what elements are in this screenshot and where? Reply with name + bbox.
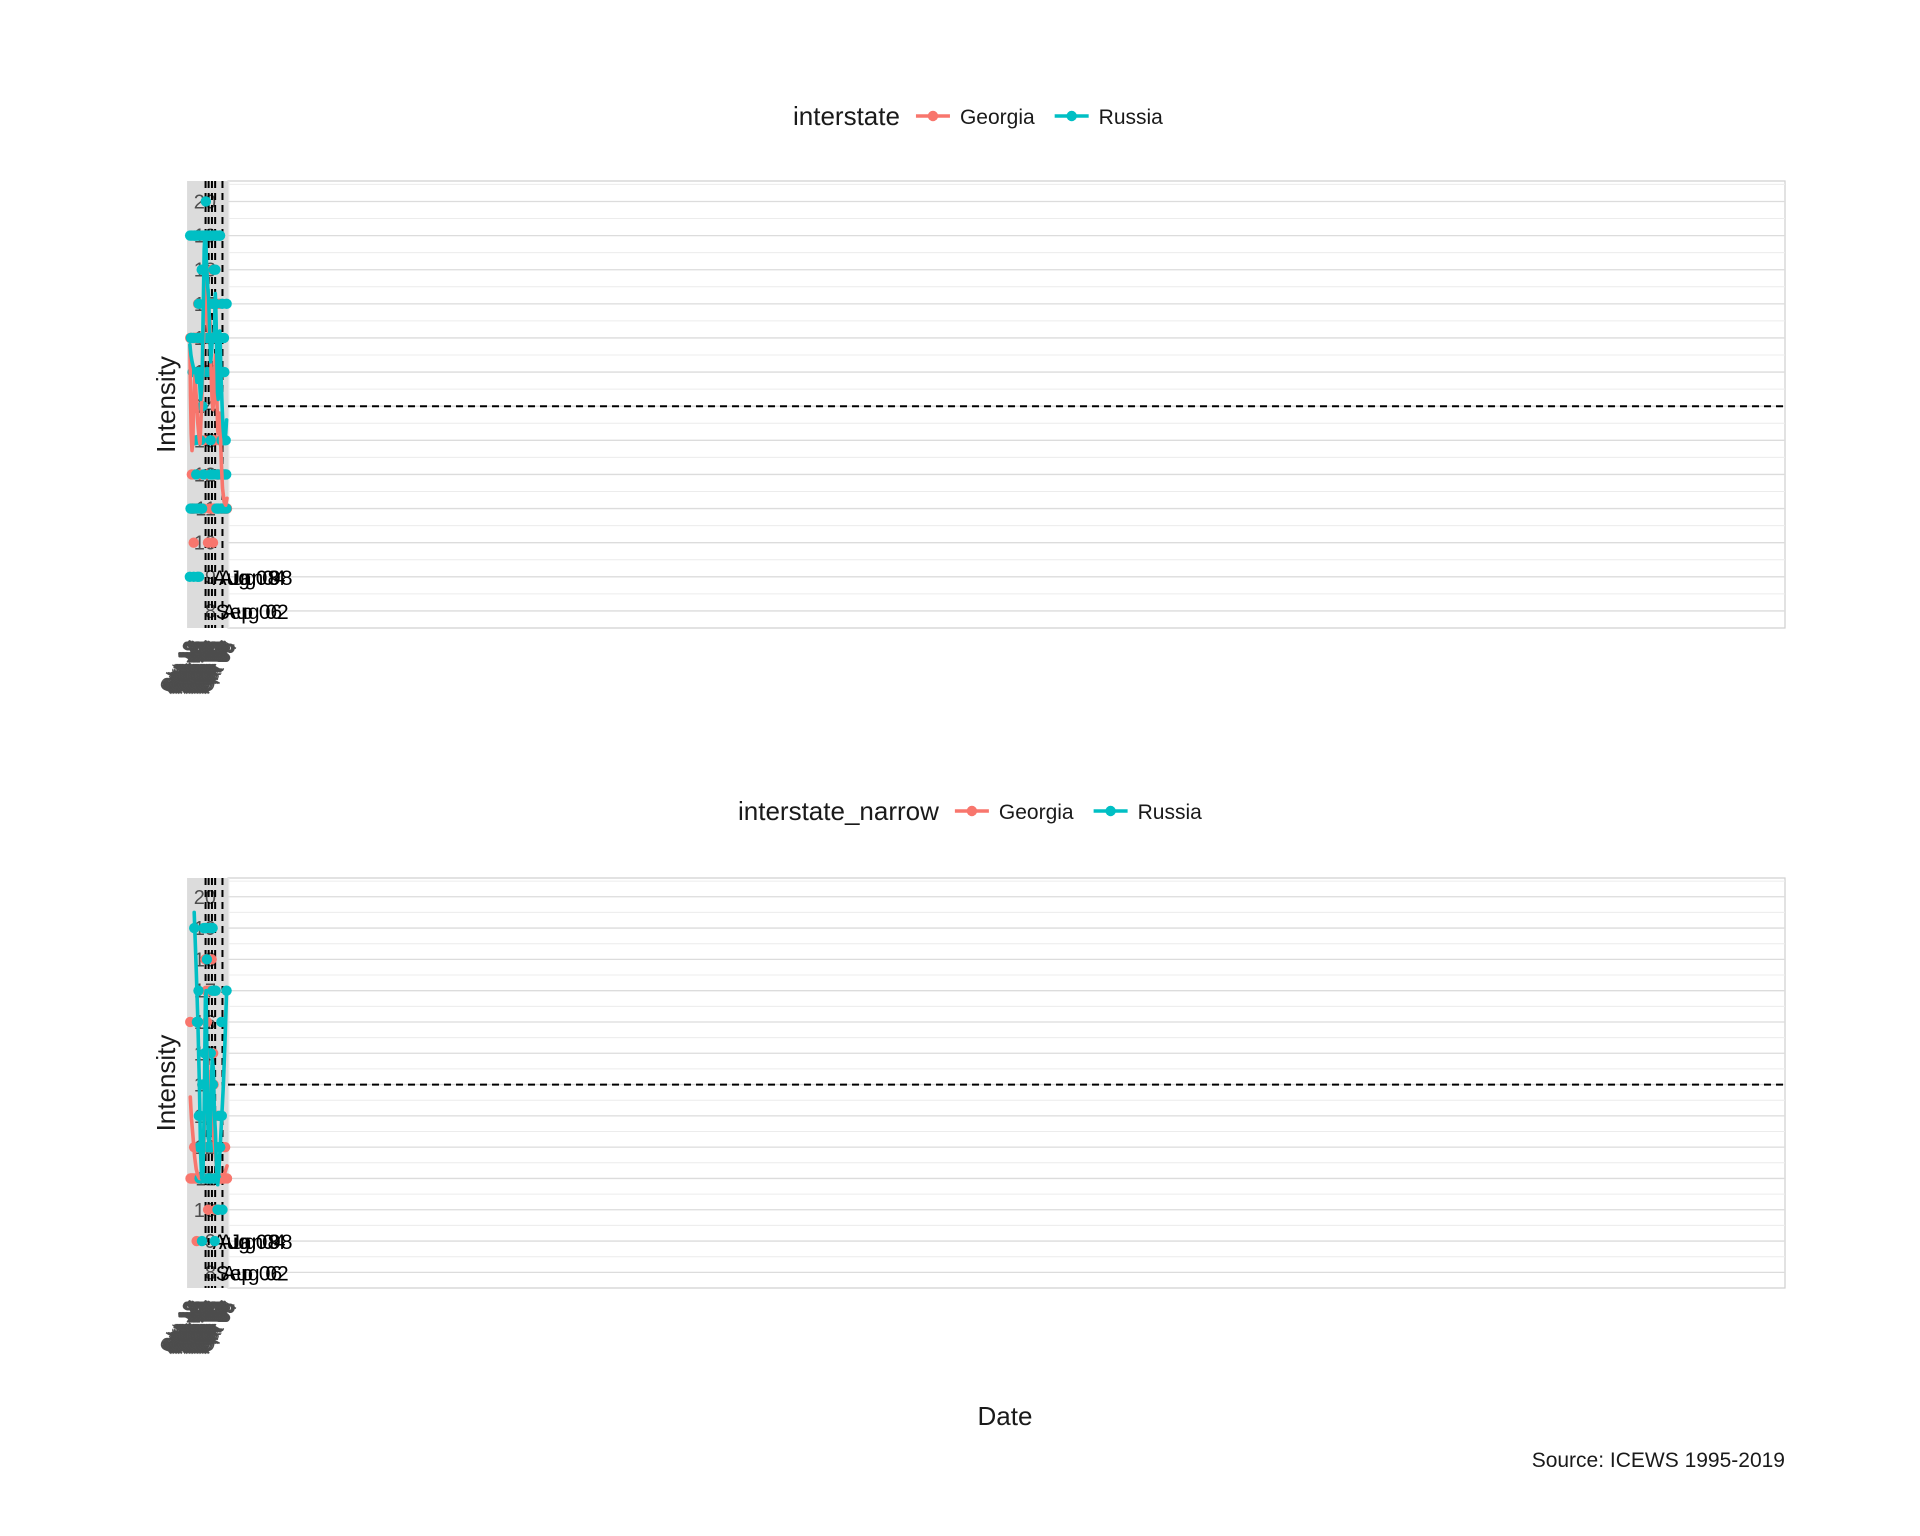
data-point-russia <box>185 332 197 344</box>
data-point-russia <box>205 435 216 446</box>
legend-label-georgia: Georgia <box>960 106 1035 129</box>
y-tick-label: 20 <box>194 887 216 909</box>
event-label: Aug 08 <box>213 1231 280 1254</box>
event-label: Aug 04 <box>219 1231 286 1254</box>
y-tick-label: 8 <box>205 601 216 623</box>
y-tick-label: 8 <box>205 1262 216 1284</box>
legend-key-point-georgia <box>966 805 978 817</box>
plot-area <box>227 180 1786 629</box>
data-point-russia <box>212 1204 223 1215</box>
data-point-russia <box>201 954 213 965</box>
data-point-georgia <box>185 1173 196 1184</box>
data-point-russia <box>185 503 196 514</box>
data-point-russia <box>209 1235 220 1247</box>
event-label: Jan 98 <box>229 567 292 590</box>
trend-line-russia <box>188 233 229 443</box>
plot-area <box>227 877 1786 1289</box>
data-point-russia <box>207 985 218 996</box>
data-point-russia <box>198 922 209 934</box>
event-label: Sep 06 <box>216 1262 283 1285</box>
data-point-russia <box>208 264 219 275</box>
event-label: Sep 06 <box>216 601 283 624</box>
data-point-russia <box>211 503 222 514</box>
data-point-russia <box>184 571 196 583</box>
data-point-russia <box>196 1235 208 1247</box>
data-point-russia <box>200 196 212 207</box>
legend-label-georgia: Georgia <box>999 801 1074 824</box>
data-point-russia <box>191 469 202 480</box>
event-label: Aug 02 <box>222 1262 289 1285</box>
event-label: Aug 08 <box>213 567 280 590</box>
event-label: Aug 04 <box>219 567 286 590</box>
legend-key-point-russia <box>1066 110 1077 122</box>
data-point-georgia <box>188 537 199 548</box>
data-point-georgia <box>202 537 214 548</box>
event-label: Jan 98 <box>229 1231 292 1254</box>
data-point-russia <box>198 469 209 480</box>
event-label: Aug 02 <box>222 601 289 624</box>
y-axis-title: Intensity <box>151 1035 181 1132</box>
trend-line-russia <box>192 910 229 1187</box>
y-tick-label: 9 <box>205 567 216 589</box>
y-axis-title: Intensity <box>151 356 181 453</box>
legend-title: interstate_narrow <box>738 796 939 826</box>
legend-key-point-russia <box>1105 805 1116 817</box>
x-axis-title: Date <box>978 1401 1033 1431</box>
legend-title: interstate <box>793 101 900 131</box>
source-note: Source: ICEWS 1995-2019 <box>1532 1449 1785 1472</box>
legend-key-point-georgia <box>927 110 939 122</box>
data-point-russia <box>184 230 196 241</box>
legend-label-russia: Russia <box>1099 106 1164 129</box>
data-point-russia <box>193 298 204 310</box>
legend-label-russia: Russia <box>1138 801 1203 824</box>
data-point-georgia <box>202 1204 214 1215</box>
